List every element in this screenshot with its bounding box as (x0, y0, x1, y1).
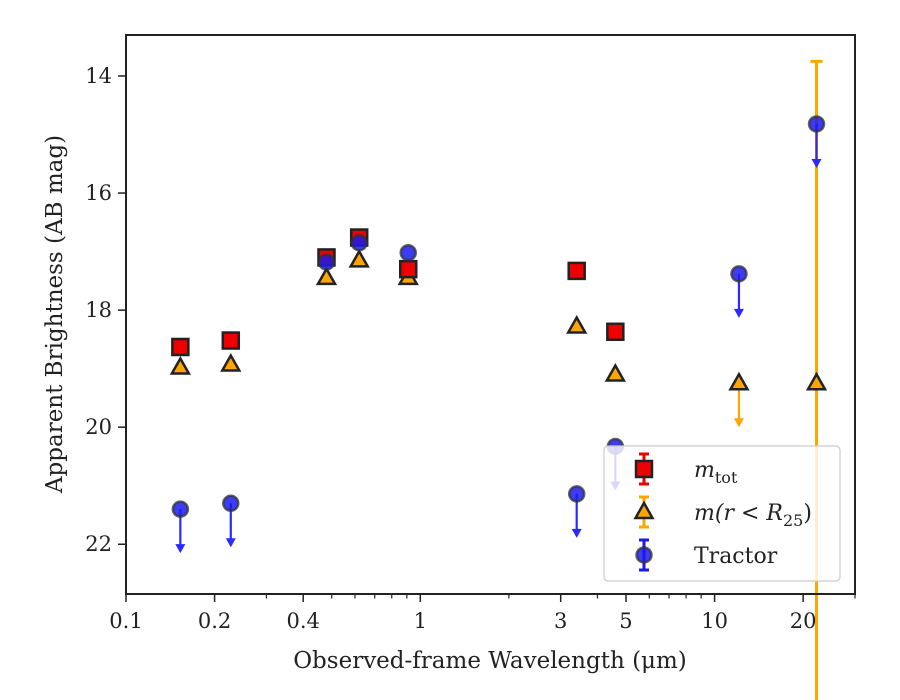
mr25-point (728, 371, 750, 428)
series-mtot (171, 228, 625, 357)
mr25-point (220, 353, 242, 372)
legend: mtot m(r < R25) Tractor (603, 445, 841, 582)
x-tick-label: 3 (554, 609, 567, 633)
y-tick-label: 14 (85, 64, 112, 88)
upper-limit-head (175, 544, 186, 554)
series-mr25 (169, 59, 828, 700)
tractor-marker (350, 234, 368, 252)
upper-limit-head (571, 528, 582, 538)
legend-label: m(r < R25) (694, 501, 812, 530)
mr25-marker (566, 314, 588, 334)
y-tick-label: 22 (85, 532, 112, 556)
upper-limit-head (733, 418, 744, 428)
mtot-marker (171, 337, 190, 357)
mr25-point (315, 266, 338, 286)
mr25-point (604, 362, 626, 382)
mr25-point (805, 59, 828, 700)
upper-limit-head (225, 538, 236, 548)
mtot-point (606, 322, 625, 342)
tractor-marker (567, 485, 586, 503)
x-axis-title: Observed-frame Wavelength (μm) (293, 648, 687, 674)
tractor-marker (171, 500, 190, 518)
mtot-marker (567, 261, 586, 281)
mr25-point (169, 355, 191, 375)
tractor-point (399, 243, 417, 262)
legend-box (603, 445, 841, 582)
legend-marker-triangle (633, 500, 655, 520)
tractor-point (317, 253, 336, 271)
tractor-point (730, 265, 748, 318)
x-tick-label: 1 (414, 609, 427, 633)
tractor-point (222, 494, 240, 548)
y-tick-label: 16 (85, 181, 112, 205)
tractor-point (171, 500, 190, 554)
mr25-marker (728, 371, 750, 391)
x-tick-label: 5 (619, 609, 632, 633)
legend-item-tractor: Tractor (635, 538, 778, 572)
x-tick-label: 10 (701, 609, 728, 633)
mtot-point (221, 331, 241, 350)
tractor-point (567, 485, 586, 538)
mr25-point (348, 248, 370, 268)
upper-limit-head (811, 158, 822, 168)
x-tick-label: 0.4 (286, 609, 319, 633)
legend-marker-circle (635, 546, 653, 564)
mr25-marker (604, 362, 626, 382)
mr25-marker (220, 353, 242, 372)
mr25-marker (169, 355, 191, 375)
mr25-marker (315, 266, 338, 286)
tractor-marker (222, 494, 240, 513)
tractor-marker (807, 115, 826, 133)
tractor-point (350, 234, 368, 252)
y-tick-label: 20 (85, 415, 112, 439)
mtot-point (567, 261, 586, 281)
legend-item-mtot: mtot (634, 452, 738, 487)
legend-label: Tractor (694, 544, 778, 569)
tractor-marker (399, 243, 417, 262)
mtot-point (171, 337, 190, 357)
tractor-marker (317, 253, 336, 271)
x-tick-label: 0.1 (109, 609, 142, 633)
mr25-point (566, 314, 588, 334)
plot-frame (125, 34, 856, 595)
y-tick-label: 18 (85, 298, 112, 322)
tractor-point (807, 115, 826, 168)
legend-item-mr25: m(r < R25) (633, 495, 812, 530)
x-tick-label: 20 (790, 609, 817, 633)
x-tick-label: 0.2 (198, 609, 231, 633)
mtot-marker (221, 331, 241, 350)
tractor-marker (730, 265, 748, 283)
legend-label: mtot (694, 458, 738, 487)
mtot-marker (606, 322, 625, 342)
mtot-marker (398, 259, 418, 279)
y-axis-title: Apparent Brightness (AB mag) (42, 135, 68, 494)
mr25-marker (348, 248, 370, 268)
upper-limit-head (733, 308, 744, 318)
mtot-point (398, 259, 418, 279)
mr25-marker (805, 371, 828, 391)
legend-marker-square (634, 459, 654, 479)
